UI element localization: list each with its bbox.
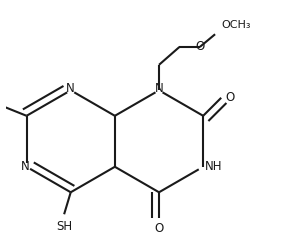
Text: O: O	[154, 222, 164, 235]
Text: O: O	[225, 91, 234, 104]
Text: N: N	[66, 82, 75, 96]
Text: N: N	[21, 160, 30, 173]
Text: NH: NH	[204, 160, 222, 173]
Text: OCH₃: OCH₃	[222, 20, 251, 30]
Text: O: O	[195, 41, 204, 53]
Text: SH: SH	[56, 219, 72, 233]
Text: N: N	[155, 82, 163, 96]
